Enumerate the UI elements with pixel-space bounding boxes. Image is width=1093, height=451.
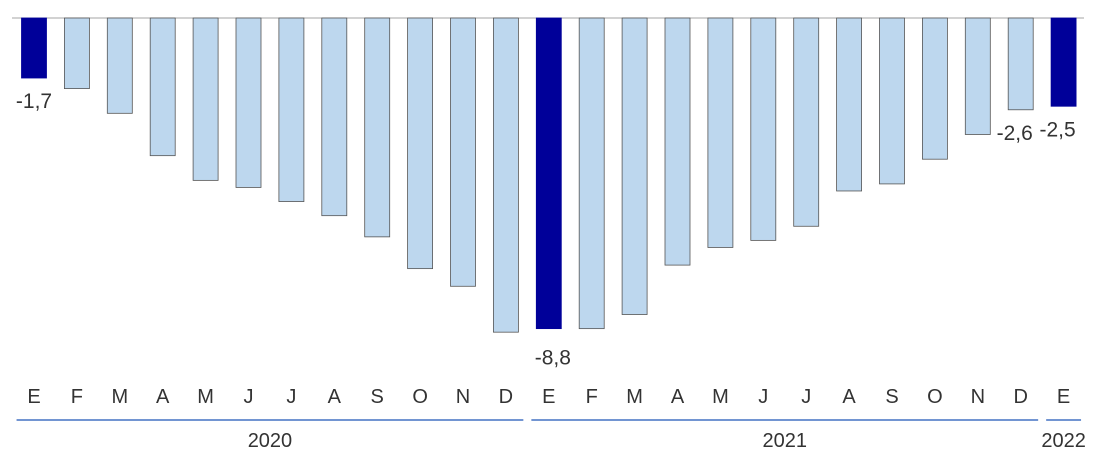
month-label-15: A xyxy=(671,386,685,408)
month-label-14: M xyxy=(626,386,643,408)
data-label-23: -2,6 xyxy=(997,122,1033,145)
month-label-21: O xyxy=(927,386,943,408)
bar-13 xyxy=(578,17,605,330)
bar-4 xyxy=(192,17,219,181)
bar-21 xyxy=(922,17,948,160)
month-label-10: N xyxy=(456,386,470,408)
data-labels-group: -1,7 -8,8 -2,6 -2,5 xyxy=(16,90,1076,370)
year-axis-group: 2020 2021 2022 xyxy=(16,419,1086,451)
month-label-0: E xyxy=(27,386,40,408)
month-label-20: S xyxy=(885,386,898,408)
data-label-24: -2,5 xyxy=(1040,118,1076,141)
bar-11 xyxy=(492,17,519,333)
month-label-8: S xyxy=(371,386,384,408)
bar-1 xyxy=(64,17,90,89)
bar-18 xyxy=(793,17,820,227)
bar-20 xyxy=(879,17,905,185)
year-label-2021: 2021 xyxy=(763,430,808,451)
bar-17 xyxy=(750,17,777,241)
month-label-12: E xyxy=(542,386,555,408)
bar-15 xyxy=(664,17,691,266)
bar-2 xyxy=(106,17,133,114)
bar-0 xyxy=(21,17,47,79)
month-label-1: F xyxy=(71,386,83,408)
bar-16 xyxy=(707,17,734,248)
month-label-23: D xyxy=(1013,386,1027,408)
data-label-12: -8,8 xyxy=(535,347,571,370)
bar-7 xyxy=(321,17,348,217)
bar-9 xyxy=(407,17,434,270)
bar-3 xyxy=(149,17,176,157)
month-label-9: O xyxy=(412,386,428,408)
month-label-19: A xyxy=(842,386,856,408)
month-label-16: M xyxy=(712,386,729,408)
month-label-18: J xyxy=(801,386,811,408)
bar-22 xyxy=(964,17,991,135)
bar-19 xyxy=(836,17,862,192)
month-label-22: N xyxy=(971,386,985,408)
bar-12 xyxy=(535,17,562,330)
month-label-11: D xyxy=(499,386,513,408)
month-label-13: F xyxy=(586,386,598,408)
bar-23 xyxy=(1007,17,1034,111)
month-label-24: E xyxy=(1057,386,1070,408)
bar-14 xyxy=(621,17,648,315)
bars-group xyxy=(21,17,1077,333)
bar-24 xyxy=(1050,17,1077,107)
bar-8 xyxy=(364,17,391,238)
data-label-0: -1,7 xyxy=(16,90,52,113)
bar-5 xyxy=(235,17,262,188)
bar-10 xyxy=(450,17,476,287)
month-label-3: A xyxy=(156,386,170,408)
month-label-4: M xyxy=(197,386,214,408)
year-label-2020: 2020 xyxy=(248,430,293,451)
month-label-5: J xyxy=(244,386,254,408)
bar-6 xyxy=(278,17,305,202)
year-label-2022: 2022 xyxy=(1041,430,1086,451)
month-label-6: J xyxy=(286,386,296,408)
month-label-17: J xyxy=(758,386,768,408)
month-label-7: A xyxy=(328,386,342,408)
month-label-2: M xyxy=(111,386,128,408)
